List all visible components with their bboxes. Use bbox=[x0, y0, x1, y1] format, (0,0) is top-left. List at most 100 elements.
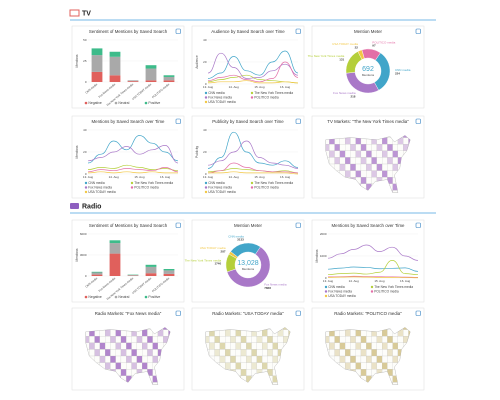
series-line bbox=[87, 167, 179, 173]
slice-label: The New York Times media bbox=[308, 54, 345, 58]
share-button[interactable] bbox=[175, 118, 181, 124]
map-region bbox=[334, 355, 340, 363]
panel-title: Sentiment of Mentions by Saved Search bbox=[89, 29, 168, 34]
panel bbox=[311, 219, 425, 303]
share-button[interactable] bbox=[175, 310, 181, 316]
share-button[interactable] bbox=[415, 222, 421, 228]
map-region bbox=[345, 336, 351, 343]
map-region bbox=[339, 342, 346, 350]
map-region bbox=[387, 150, 393, 158]
panel bbox=[191, 219, 305, 303]
legend-label: Fox News media bbox=[88, 185, 112, 189]
map-region bbox=[408, 329, 411, 337]
map-region bbox=[157, 336, 164, 343]
x-tick-label: 15. Aug bbox=[254, 85, 265, 89]
map-region bbox=[225, 342, 231, 350]
map-region bbox=[142, 355, 148, 363]
bar-segment bbox=[163, 269, 175, 271]
map-region bbox=[147, 362, 153, 370]
legend-label: Fox News media bbox=[328, 289, 352, 293]
map-region bbox=[397, 336, 404, 343]
panel bbox=[71, 219, 185, 303]
legend-swatch bbox=[204, 181, 208, 185]
x-tick-label: 13. Aug bbox=[203, 85, 214, 89]
map-region bbox=[371, 342, 377, 350]
panel-title: Mention Meter bbox=[234, 223, 263, 228]
share-button[interactable] bbox=[295, 222, 301, 228]
map-region bbox=[366, 163, 372, 171]
map-region bbox=[230, 349, 236, 357]
map-region bbox=[246, 336, 252, 343]
share-button[interactable] bbox=[295, 310, 301, 316]
map-region bbox=[120, 349, 127, 357]
map-region bbox=[147, 342, 153, 350]
legend-swatch bbox=[250, 186, 254, 189]
map-region bbox=[89, 349, 95, 357]
map-region bbox=[334, 336, 340, 343]
map-region bbox=[355, 355, 362, 363]
share-button[interactable] bbox=[295, 118, 301, 124]
map-region bbox=[94, 349, 100, 357]
map-region bbox=[272, 342, 278, 350]
map-region bbox=[240, 369, 247, 376]
map-region bbox=[272, 349, 278, 357]
map-region bbox=[387, 349, 393, 357]
map-region bbox=[360, 144, 367, 151]
bar-segment bbox=[109, 56, 121, 76]
panel-title: Mentions by Saved Search over Time bbox=[92, 119, 166, 124]
map-region bbox=[350, 144, 356, 151]
map-region bbox=[219, 355, 226, 363]
x-tick-label: 16. Aug bbox=[160, 175, 171, 179]
map-region bbox=[147, 336, 153, 343]
map-region bbox=[345, 170, 351, 178]
slice-label: POLITICO media bbox=[372, 40, 395, 44]
map-region bbox=[251, 342, 257, 350]
share-button[interactable] bbox=[415, 28, 421, 34]
map-region bbox=[339, 157, 346, 165]
bar-segment bbox=[145, 68, 157, 81]
map-region bbox=[355, 362, 362, 370]
map-region bbox=[147, 349, 153, 357]
series-line bbox=[207, 52, 299, 79]
map-region bbox=[376, 163, 383, 171]
map-region bbox=[105, 336, 111, 343]
legend-swatch bbox=[250, 91, 254, 95]
map-region bbox=[219, 336, 226, 343]
share-button[interactable] bbox=[175, 222, 181, 228]
map-region bbox=[392, 144, 398, 151]
panel-title: Mentions by Saved Search over Time bbox=[332, 223, 406, 228]
bar-segment bbox=[109, 243, 121, 254]
map-region bbox=[350, 329, 356, 337]
legend-label: The New York Times media bbox=[254, 91, 293, 95]
map-region bbox=[214, 355, 220, 363]
x-tick-label: 14. Aug bbox=[229, 85, 240, 89]
section-title: Radio bbox=[82, 203, 101, 210]
bar-segment bbox=[163, 80, 175, 82]
share-button[interactable] bbox=[415, 118, 421, 124]
map-region bbox=[345, 144, 351, 151]
legend-swatch bbox=[324, 285, 328, 289]
legend-swatch bbox=[204, 96, 208, 99]
map-region bbox=[339, 329, 346, 337]
legend-label: POLITICO media bbox=[254, 185, 279, 189]
panel bbox=[191, 115, 305, 199]
map-region bbox=[382, 342, 388, 350]
map-region bbox=[110, 342, 116, 350]
map-region bbox=[152, 342, 158, 350]
map-region bbox=[329, 144, 335, 151]
map-region bbox=[355, 170, 362, 178]
series-line bbox=[327, 275, 419, 278]
map-region bbox=[397, 144, 404, 151]
map-region bbox=[350, 342, 356, 350]
map-region bbox=[392, 163, 398, 171]
map-region bbox=[136, 342, 143, 350]
map-region bbox=[230, 362, 236, 370]
bar-segment bbox=[109, 240, 121, 244]
map-region bbox=[339, 349, 346, 357]
share-button[interactable] bbox=[295, 28, 301, 34]
y-axis-label: Mentions bbox=[315, 249, 319, 262]
panel bbox=[71, 25, 185, 109]
share-button[interactable] bbox=[415, 310, 421, 316]
map-region bbox=[99, 336, 106, 343]
share-button[interactable] bbox=[175, 28, 181, 34]
